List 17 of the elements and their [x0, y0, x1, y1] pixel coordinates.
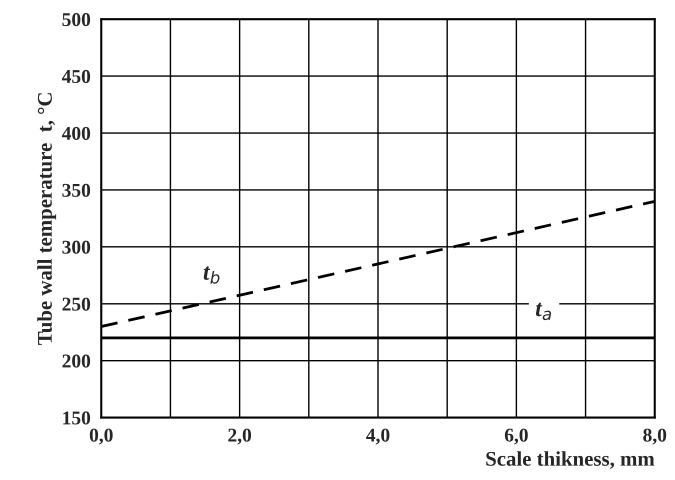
x-tick-label: 2,0 — [228, 428, 252, 445]
x-tick-label: 4,0 — [366, 428, 390, 445]
series-label: t$_{b}$ — [204, 266, 220, 284]
x-tick-label: 8,0 — [643, 428, 666, 445]
y-axis-title: Tube wall temperature t, °C — [37, 93, 56, 345]
x-tick-label: 0,0 — [90, 428, 113, 445]
x-tick-label: 6,0 — [504, 428, 528, 445]
y-tick-label: 250 — [62, 298, 90, 311]
y-tick-label: 450 — [62, 70, 90, 84]
y-tick-label: 150 — [63, 411, 90, 425]
y-tick-label: 500 — [62, 13, 90, 26]
y-tick-label: 350 — [62, 184, 90, 197]
y-tick-label: 400 — [62, 126, 90, 140]
y-tick-label: 200 — [62, 354, 90, 368]
y-tick-label: 300 — [62, 240, 90, 254]
x-axis-title: Scale thikness, mm — [486, 451, 654, 469]
series-label: t$_{a}$ — [536, 302, 552, 320]
